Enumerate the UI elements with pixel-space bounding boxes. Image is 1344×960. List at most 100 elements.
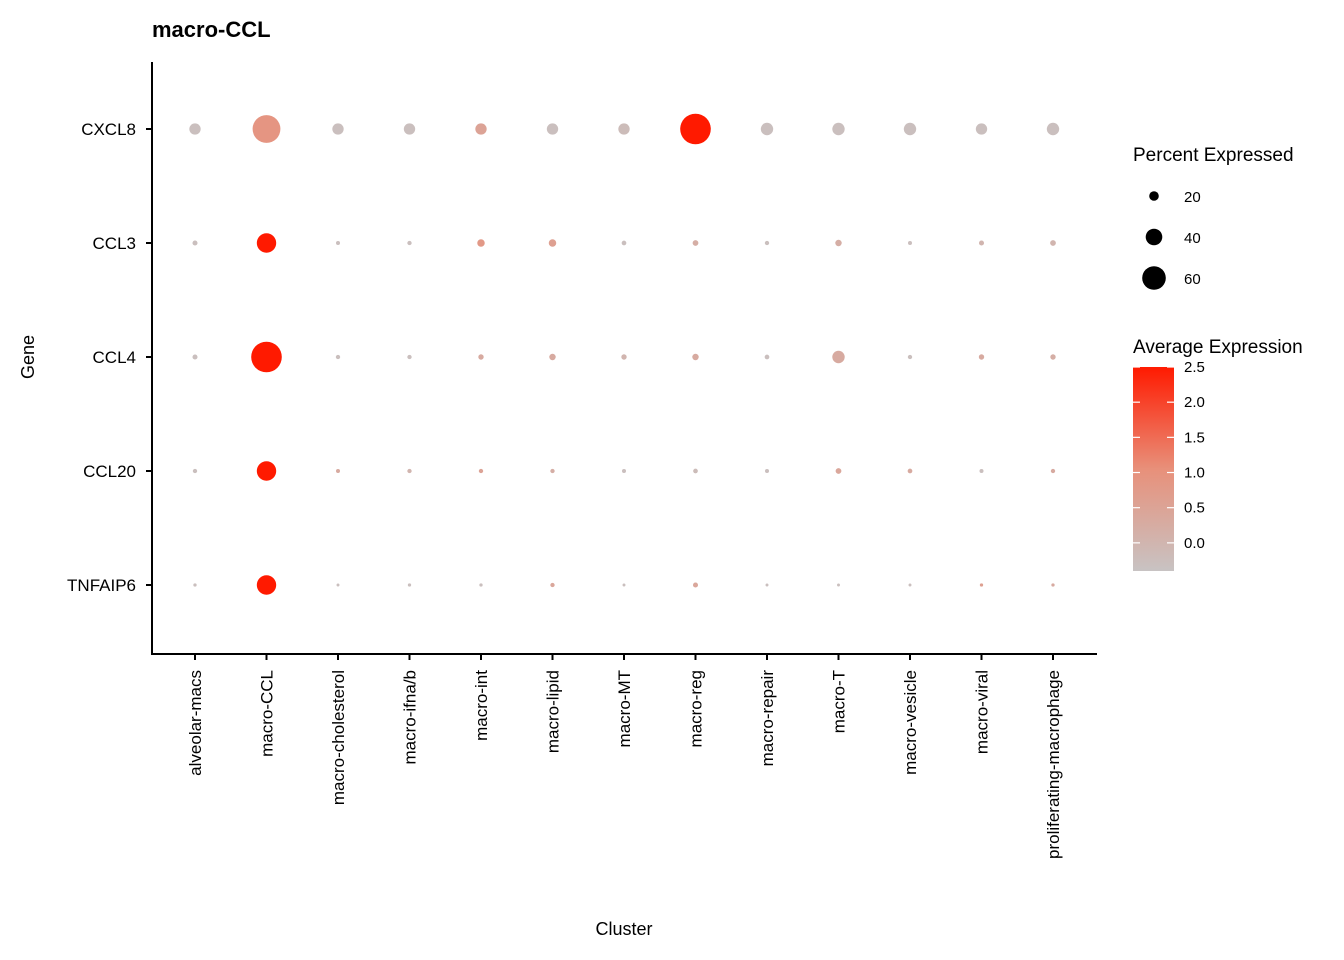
dot-ccl20-macro-viral: [979, 469, 984, 473]
x-axis-title: Cluster: [595, 919, 652, 939]
dot-cxcl8-macro-cholesterol: [332, 123, 344, 135]
dot-ccl4-macro-lipid: [549, 353, 556, 361]
color-tick-label: 1.0: [1184, 465, 1205, 482]
color-legend-ticks: 2.5 2.0 1.5 1.0 0.5 0.0: [1133, 359, 1205, 552]
dot-ccl20-proliferating-macrophage: [1050, 468, 1056, 474]
dot-ccl20-macro-t: [835, 468, 842, 474]
size-legend-dot: [1145, 228, 1163, 246]
size-legend-dot: [1142, 266, 1166, 290]
color-legend-title: Average Expression: [1133, 337, 1303, 358]
dot-cxcl8-macro-int: [475, 123, 487, 135]
y-axis-ticks: CXCL8 CCL3 CCL4 CCL20 TNFAIP6: [67, 120, 152, 595]
dot-cxcl8-macro-ccl: [252, 115, 281, 143]
color-tick-label: 0.5: [1184, 500, 1205, 517]
size-legend-label: 20: [1184, 189, 1201, 206]
dot-ccl3-macro-ifna-b: [407, 240, 412, 246]
dot-ccl3-macro-viral: [978, 240, 985, 246]
dot-ccl20-macro-repair: [765, 469, 769, 473]
dot-ccl20-macro-mt: [622, 469, 626, 473]
y-axis-title: Gene: [18, 335, 38, 379]
dot-ccl20-macro-vesicle: [907, 468, 913, 474]
dot-ccl3-macro-repair: [764, 240, 770, 246]
dot-cxcl8-macro-repair: [760, 122, 774, 136]
x-tick-label: macro-int: [472, 670, 491, 741]
y-tick-label: CCL4: [93, 348, 136, 367]
dot-ccl4-macro-repair: [764, 354, 770, 360]
x-tick-label: macro-lipid: [544, 670, 563, 753]
x-tick-label: macro-MT: [615, 670, 634, 747]
dot-ccl20-macro-int: [478, 468, 484, 474]
dot-ccl3-macro-mt: [621, 240, 627, 246]
size-legend: Percent Expressed 20 40 60: [1133, 145, 1294, 290]
dot-cxcl8-macro-t: [832, 122, 845, 136]
dot-ccl4-macro-reg: [692, 353, 699, 361]
color-tick-label: 2.0: [1184, 394, 1205, 411]
dot-tnfaip6-alveolar-macs: [193, 583, 197, 587]
dot-tnfaip6-macro-mt: [622, 583, 626, 587]
dot-tnfaip6-macro-viral: [979, 583, 984, 587]
dot-tnfaip6-proliferating-macrophage: [1051, 583, 1055, 587]
dot-ccl20-macro-ccl: [256, 461, 277, 481]
dot-ccl4-macro-t: [832, 350, 845, 364]
dot-tnfaip6-macro-lipid: [550, 582, 555, 588]
dot-ccl20-macro-lipid: [550, 468, 555, 474]
dot-ccl3-macro-int: [477, 239, 485, 247]
dot-ccl3-proliferating-macrophage: [1050, 240, 1056, 246]
x-tick-label: alveolar-macs: [186, 670, 205, 776]
dot-cxcl8-macro-vesicle: [903, 122, 917, 136]
y-tick-label: CCL3: [93, 234, 136, 253]
dot-cxcl8-alveolar-macs: [189, 123, 201, 135]
x-tick-label: macro-T: [830, 670, 849, 733]
x-tick-label: proliferating-macrophage: [1044, 670, 1063, 859]
x-tick-label: macro-ifna/b: [401, 670, 420, 764]
dot-ccl4-macro-vesicle: [907, 354, 913, 360]
dot-ccl3-macro-cholesterol: [336, 241, 340, 245]
x-tick-label: macro-vesicle: [901, 670, 920, 775]
dot-ccl4-macro-mt: [621, 354, 627, 360]
x-axis-ticks: alveolar-macs macro-CCL macro-cholesterol m…: [186, 654, 1063, 859]
y-tick-label: CCL20: [83, 462, 136, 481]
dot-ccl3-alveolar-macs: [192, 240, 198, 246]
size-legend-title: Percent Expressed: [1133, 145, 1294, 166]
dot-tnfaip6-macro-reg: [692, 582, 699, 588]
y-tick-label: TNFAIP6: [67, 576, 136, 595]
plot-area: CXCL8 CCL3 CCL4 CCL20 TNFAIP6 alveolar-macs m…: [67, 62, 1097, 859]
color-legend: Average Expression 2.5 2.0 1.5 1.0 0.5 0.0: [1133, 337, 1303, 571]
size-legend-label: 60: [1184, 271, 1201, 288]
dot-tnfaip6-macro-vesicle: [908, 583, 912, 587]
dot-cxcl8-macro-viral: [975, 123, 988, 135]
dot-ccl4-macro-int: [478, 354, 484, 360]
dot-ccl4-macro-ccl: [251, 341, 282, 373]
dot-tnfaip6-macro-ifna-b: [407, 583, 412, 587]
dot-ccl20-alveolar-macs: [192, 468, 198, 474]
color-tick-label: 2.5: [1184, 359, 1205, 376]
dot-ccl4-macro-viral: [978, 354, 985, 360]
x-tick-label: macro-reg: [687, 670, 706, 747]
dot-cxcl8-macro-ifna-b: [403, 123, 416, 135]
dot-ccl3-macro-reg: [692, 240, 699, 246]
dot-ccl20-macro-cholesterol: [336, 469, 340, 473]
dot-cxcl8-macro-mt: [618, 123, 630, 135]
size-legend-dot: [1149, 191, 1159, 201]
dot-tnfaip6-macro-cholesterol: [336, 583, 340, 587]
dot-ccl4-macro-ifna-b: [407, 354, 412, 360]
dot-cxcl8-proliferating-macrophage: [1046, 122, 1060, 136]
dot-ccl3-macro-vesicle: [908, 241, 912, 245]
dot-ccl3-macro-t: [835, 239, 842, 247]
dot-ccl3-macro-ccl: [256, 233, 277, 253]
size-legend-items: 20 40 60: [1142, 189, 1201, 290]
dot-ccl20-macro-reg: [693, 468, 698, 474]
y-tick-label: CXCL8: [81, 120, 136, 139]
dot-ccl4-proliferating-macrophage: [1050, 354, 1056, 360]
dot-ccl20-macro-ifna-b: [407, 468, 412, 474]
x-tick-label: macro-viral: [973, 670, 992, 754]
x-tick-label: macro-cholesterol: [329, 670, 348, 805]
dot-tnfaip6-macro-t: [837, 583, 840, 587]
dot-tnfaip6-macro-ccl: [256, 575, 277, 595]
chart-title: macro-CCL: [152, 17, 271, 42]
dot-tnfaip6-macro-repair: [765, 583, 769, 587]
color-bar: [1133, 367, 1174, 571]
x-tick-label: macro-CCL: [258, 670, 277, 757]
dot-ccl3-macro-lipid: [548, 239, 557, 247]
